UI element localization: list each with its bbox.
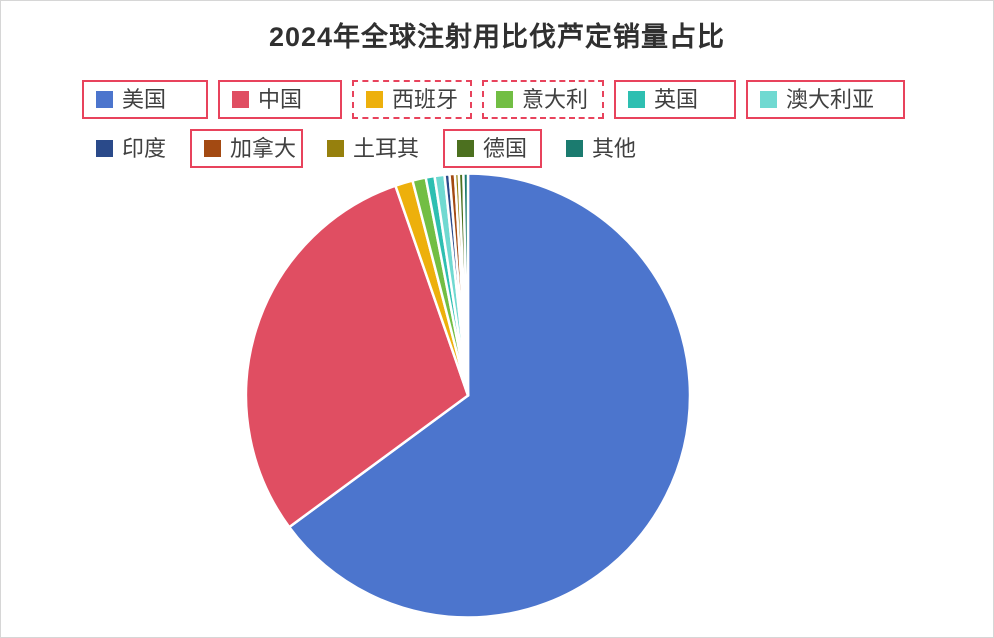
legend-label: 其他 xyxy=(592,136,637,161)
chart-title: 2024年全球注射用比伐芦定销量占比 xyxy=(268,22,726,52)
legend-swatch-icon xyxy=(96,140,113,157)
legend-swatch-icon xyxy=(760,91,778,108)
legend-row-1: 美国 中国 西班牙 意大利 英国 澳大利亚 xyxy=(82,80,962,119)
legend-row-2: 印度 加拿大 土耳其 德国 其他 xyxy=(82,129,962,168)
legend-item-4[interactable]: 英国 xyxy=(614,80,737,119)
legend-label: 美国 xyxy=(122,87,167,112)
legend-item-3[interactable]: 意大利 xyxy=(482,80,605,119)
pie-slice-1[interactable] xyxy=(244,184,470,529)
legend-item-2[interactable]: 西班牙 xyxy=(352,80,473,119)
legend-swatch-icon xyxy=(628,91,646,108)
legend-item-5[interactable]: 澳大利亚 xyxy=(746,80,906,119)
legend-item-9[interactable]: 德国 xyxy=(443,129,543,168)
legend-swatch-icon xyxy=(457,140,475,157)
pie-slice-10[interactable] xyxy=(462,172,470,397)
legend-item-6[interactable]: 印度 xyxy=(82,129,180,168)
legend-label: 中国 xyxy=(258,87,303,112)
legend-item-0[interactable]: 美国 xyxy=(82,80,208,119)
pie-slice-0[interactable] xyxy=(287,172,692,619)
legend-label: 澳大利亚 xyxy=(786,87,875,112)
legend-label: 加拿大 xyxy=(230,136,297,161)
legend-swatch-icon xyxy=(366,91,383,108)
legend-swatch-icon xyxy=(566,140,584,157)
legend-label: 意大利 xyxy=(522,87,589,112)
legend-label: 印度 xyxy=(122,136,167,161)
legend-swatch-icon xyxy=(232,91,249,108)
legend-swatch-icon xyxy=(327,140,345,157)
legend-item-1[interactable]: 中国 xyxy=(218,80,342,119)
legend-item-10[interactable]: 其他 xyxy=(552,129,650,168)
legend-label: 土耳其 xyxy=(353,136,420,161)
legend-label: 德国 xyxy=(483,136,528,161)
legend-swatch-icon xyxy=(96,91,113,108)
legend-swatch-icon xyxy=(204,140,222,157)
legend-swatch-icon xyxy=(496,91,514,108)
legend-label: 英国 xyxy=(654,87,699,112)
legend: 美国 中国 西班牙 意大利 英国 澳大利亚 印度 加拿大 土耳其 德国 xyxy=(82,80,962,178)
legend-item-7[interactable]: 加拿大 xyxy=(190,129,304,168)
legend-item-8[interactable]: 土耳其 xyxy=(313,129,433,168)
legend-label: 西班牙 xyxy=(392,87,459,112)
